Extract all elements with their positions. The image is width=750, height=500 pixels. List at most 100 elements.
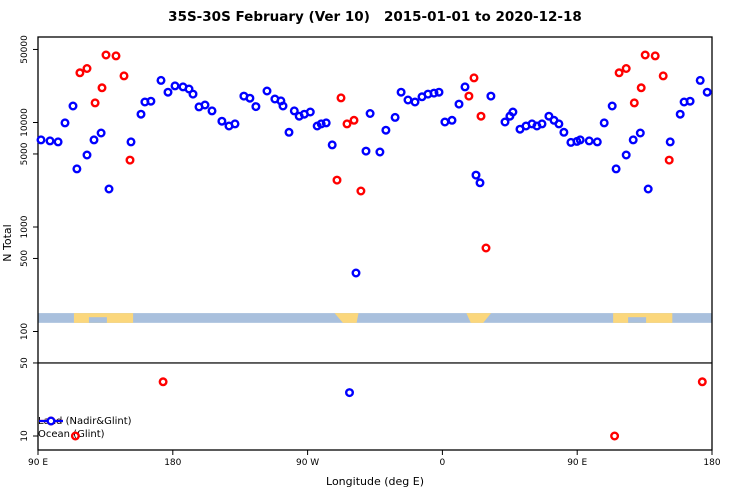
ocean-point — [327, 140, 337, 150]
ocean-point — [390, 112, 400, 122]
ocean-point — [429, 88, 439, 98]
land-point — [101, 50, 111, 60]
land-point — [82, 63, 92, 73]
x-tick-label: 180 — [164, 458, 181, 468]
ocean-point — [126, 137, 136, 147]
ocean-series-symbol — [39, 416, 63, 426]
ocean-point — [200, 100, 210, 110]
land-point — [464, 91, 474, 101]
ocean-point — [643, 184, 653, 194]
land-point — [349, 115, 359, 125]
ocean-point — [316, 119, 326, 129]
ocean-point — [188, 89, 198, 99]
ocean-point — [361, 146, 371, 156]
y-tick-label: 1000 — [20, 215, 30, 238]
y-tick-label: 50 — [20, 357, 30, 369]
land-point — [621, 63, 631, 73]
land-point — [119, 71, 129, 81]
land-point — [481, 243, 491, 253]
ocean-point — [537, 119, 547, 129]
ocean-point — [136, 109, 146, 119]
ocean-point — [440, 117, 450, 127]
ocean-point — [611, 164, 621, 174]
ocean-point — [500, 117, 510, 127]
legend-item-ocean: Ocean (Glint) — [38, 416, 132, 441]
ocean-point — [508, 107, 518, 117]
ocean-point — [262, 86, 272, 96]
land-point — [636, 83, 646, 93]
ocean-point — [156, 75, 166, 85]
land-point — [610, 431, 620, 441]
coast-notch — [88, 317, 107, 323]
chart-title: 35S-30S February (Ver 10) 2015-01-01 to … — [168, 9, 582, 25]
ocean-point — [396, 87, 406, 97]
ocean-point — [621, 150, 631, 160]
land-point — [97, 83, 107, 93]
ocean-point — [447, 115, 457, 125]
land-point — [640, 50, 650, 60]
ocean-point — [434, 87, 444, 97]
land-point — [469, 73, 479, 83]
x-tick-label: 90 E — [28, 458, 48, 468]
ocean-point — [381, 125, 391, 135]
land-point — [658, 71, 668, 81]
ocean-point — [289, 106, 299, 116]
plot-border — [37, 36, 713, 451]
ocean-point — [36, 135, 46, 145]
map-band-ocean — [38, 313, 712, 323]
land-point — [697, 377, 707, 387]
ocean-point — [375, 147, 385, 157]
y-tick-label: 500 — [20, 250, 30, 267]
land-point — [90, 98, 100, 108]
ocean-point — [559, 127, 569, 137]
x-tick-label: 0 — [440, 458, 446, 468]
land-point — [356, 186, 366, 196]
y-tick-label: 10000 — [20, 108, 30, 137]
ocean-point — [675, 109, 685, 119]
ocean-point — [96, 128, 106, 138]
ocean-point — [471, 170, 481, 180]
ocean-point — [351, 268, 361, 278]
ocean-point — [89, 135, 99, 145]
ocean-point — [207, 106, 217, 116]
ocean-point — [82, 150, 92, 160]
ocean-point — [403, 95, 413, 105]
ocean-point — [702, 87, 712, 97]
legend: Land (Nadir&Glint) Ocean (Glint) — [38, 415, 132, 441]
x-tick-label: 90 E — [567, 458, 587, 468]
ocean-point — [410, 97, 420, 107]
ocean-point — [345, 388, 355, 398]
ocean-point — [486, 91, 496, 101]
ocean-point — [146, 96, 156, 106]
x-tick-label: 180 — [703, 458, 720, 468]
land-point — [70, 431, 80, 441]
coast-notch — [628, 317, 647, 323]
ocean-point — [163, 87, 173, 97]
y-tick-label: 50000 — [20, 35, 30, 64]
land-point — [158, 377, 168, 387]
ocean-point — [635, 128, 645, 138]
ocean-point — [460, 82, 470, 92]
y-tick-label: 100 — [20, 323, 30, 340]
land-point — [664, 155, 674, 165]
ocean-point — [454, 99, 464, 109]
ocean-point — [278, 101, 288, 111]
ocean-point — [628, 135, 638, 145]
ocean-point — [68, 101, 78, 111]
ocean-point — [230, 119, 240, 129]
ocean-point — [217, 116, 227, 126]
ocean-point — [104, 184, 114, 194]
ocean-point — [60, 118, 70, 128]
ocean-point — [584, 136, 594, 146]
y-tick-label: 10 — [20, 430, 30, 442]
land-point — [125, 155, 135, 165]
ocean-point — [592, 137, 602, 147]
y-axis-title: N Total — [1, 224, 14, 261]
land-point — [332, 175, 342, 185]
x-tick-label: 90 W — [296, 458, 319, 468]
land-point — [650, 51, 660, 61]
land-point — [342, 119, 352, 129]
land-point — [476, 111, 486, 121]
